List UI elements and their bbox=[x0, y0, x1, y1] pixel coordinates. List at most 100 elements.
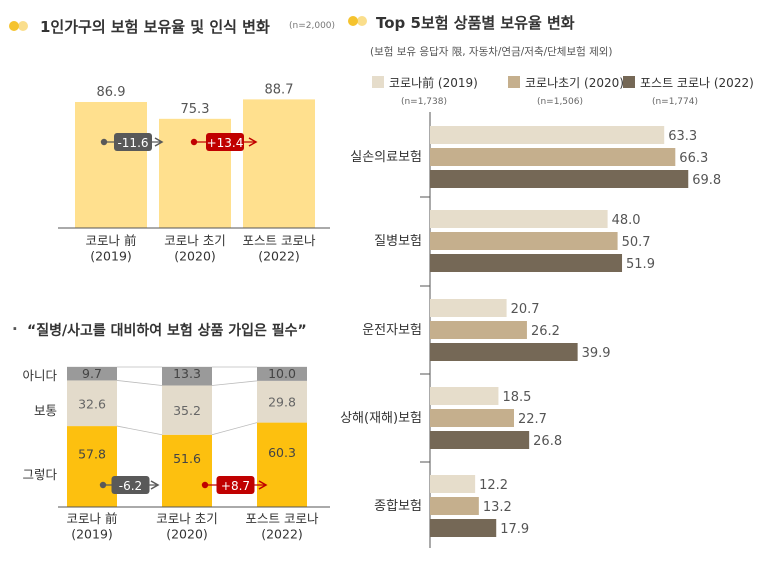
bar bbox=[430, 475, 476, 493]
tick-label: (2022) bbox=[258, 249, 300, 264]
data-label: 86.9 bbox=[97, 85, 126, 100]
bar bbox=[430, 299, 507, 317]
tick-label: (2020) bbox=[174, 249, 216, 264]
data-label: 20.7 bbox=[511, 302, 540, 317]
data-label: 75.3 bbox=[181, 102, 210, 117]
right-chart-subtitle: (보험 보유 응답자 限, 자동차/연금/저축/단체보험 제외) bbox=[370, 46, 613, 58]
stack-segment bbox=[257, 380, 307, 423]
stack-segment bbox=[67, 366, 117, 381]
bar bbox=[430, 387, 499, 405]
change-badge-arrow bbox=[248, 137, 258, 147]
change-badge-box bbox=[114, 133, 152, 151]
perception-chart-title: “질병/사고를 대비하여 보험 상품 가입은 필수” bbox=[27, 323, 307, 339]
change-badge-arrow bbox=[150, 480, 160, 490]
data-label: 48.0 bbox=[612, 213, 641, 228]
data-label: 51.6 bbox=[173, 451, 201, 466]
change-badge-label: -6.2 bbox=[119, 479, 142, 493]
tick-label: (2019) bbox=[71, 527, 113, 542]
data-label: 35.2 bbox=[173, 403, 201, 418]
legend-sample-size: (n=1,774) bbox=[652, 97, 698, 107]
data-label: 88.7 bbox=[265, 82, 294, 97]
category-label: 종합보험 bbox=[374, 499, 422, 514]
holding-rate-chart: 86.9 코로나 前(2019) 75.3 코로나 초기(2020) 88.7 포스트 코… bbox=[58, 82, 330, 264]
bar bbox=[430, 519, 497, 537]
right-title-dot-icon bbox=[348, 16, 367, 26]
bar bbox=[430, 232, 618, 250]
data-label: 17.9 bbox=[500, 522, 529, 537]
change-badge-box bbox=[206, 133, 244, 151]
data-label: 9.7 bbox=[82, 366, 102, 381]
change-badge-dot bbox=[190, 138, 198, 146]
data-label: 13.2 bbox=[483, 500, 512, 515]
row-label: 그렇다 bbox=[22, 467, 57, 482]
bar bbox=[430, 343, 578, 361]
bar bbox=[430, 497, 479, 515]
legend-label: 포스트 코로나 (2022) bbox=[640, 76, 754, 90]
change-badge-dot bbox=[201, 481, 209, 489]
change-badge-label: +13.4 bbox=[207, 136, 244, 150]
change-badge-arrow bbox=[258, 480, 268, 490]
change-badge-box bbox=[216, 476, 255, 494]
change-badge-box bbox=[111, 476, 150, 494]
category-label: 질병보험 bbox=[374, 234, 422, 249]
data-label: 50.7 bbox=[622, 235, 651, 250]
row-label: 보통 bbox=[34, 403, 57, 418]
bar bbox=[430, 431, 530, 449]
data-label: 32.6 bbox=[78, 396, 106, 411]
right-chart-title: Top 5보험 상품별 보유율 변화 bbox=[376, 14, 575, 32]
change-badge-dot bbox=[100, 138, 108, 146]
change-badge-dot bbox=[99, 481, 107, 489]
data-label: 22.7 bbox=[518, 412, 547, 427]
data-label: 26.2 bbox=[531, 324, 560, 339]
tick-label: (2020) bbox=[166, 527, 208, 542]
tick-label: (2019) bbox=[90, 249, 132, 264]
connector-line bbox=[116, 380, 163, 386]
change-badge-label: -11.6 bbox=[117, 136, 148, 150]
perception-bullet: · bbox=[12, 320, 18, 338]
connector-line bbox=[211, 422, 258, 436]
connector-line bbox=[211, 380, 258, 386]
data-label: 29.8 bbox=[268, 395, 296, 410]
data-label: 26.8 bbox=[533, 434, 562, 449]
legend-swatch bbox=[623, 76, 635, 88]
stack-segment bbox=[162, 434, 212, 507]
data-label: 13.3 bbox=[173, 366, 201, 381]
tick-label: 코로나 초기 bbox=[164, 233, 225, 248]
stack-segment bbox=[67, 426, 117, 507]
tick-label: 코로나 前 bbox=[86, 233, 137, 248]
data-label: 60.3 bbox=[268, 445, 296, 460]
data-label: 51.9 bbox=[626, 257, 655, 272]
tick-label: 코로나 前 bbox=[67, 511, 118, 526]
tick-label: 코로나 초기 bbox=[156, 511, 217, 526]
bar bbox=[430, 126, 665, 144]
bar bbox=[243, 99, 315, 228]
legend-sample-size: (n=1,738) bbox=[401, 97, 447, 107]
data-label: 10.0 bbox=[268, 366, 296, 381]
legend-label: 코로나前 (2019) bbox=[389, 75, 478, 90]
tick-label: 포스트 코로나 bbox=[246, 511, 319, 526]
stack-segment bbox=[257, 422, 307, 507]
left-chart-sample-size: (n=2,000) bbox=[289, 21, 336, 31]
stack-segment bbox=[162, 385, 212, 435]
data-label: 69.8 bbox=[692, 173, 721, 188]
row-label: 아니다 bbox=[22, 368, 57, 383]
tick-label: 포스트 코로나 bbox=[243, 233, 316, 248]
product-holding-chart: 코로나前 (2019) (n=1,738) 코로나초기 (2020) (n=1,506… bbox=[340, 75, 754, 548]
category-label: 상해(재해)보험 bbox=[340, 411, 422, 426]
legend-swatch bbox=[372, 76, 384, 88]
change-badge-arrow bbox=[154, 137, 164, 147]
bar bbox=[430, 210, 608, 228]
bar bbox=[430, 170, 689, 188]
stack-segment bbox=[162, 366, 212, 386]
category-label: 운전자보험 bbox=[362, 323, 422, 338]
connector-line bbox=[116, 425, 163, 436]
data-label: 39.9 bbox=[582, 346, 611, 361]
data-label: 57.8 bbox=[78, 447, 106, 462]
bar bbox=[75, 101, 147, 228]
perception-chart: 57.8 32.6 9.7 코로나 前(2019) 51.6 35.2 13.3 코로나 초기… bbox=[22, 366, 330, 542]
bar bbox=[430, 148, 676, 166]
bar bbox=[430, 254, 623, 272]
legend-sample-size: (n=1,506) bbox=[537, 97, 583, 107]
change-badge-label: +8.7 bbox=[221, 479, 250, 493]
data-label: 63.3 bbox=[668, 129, 697, 144]
